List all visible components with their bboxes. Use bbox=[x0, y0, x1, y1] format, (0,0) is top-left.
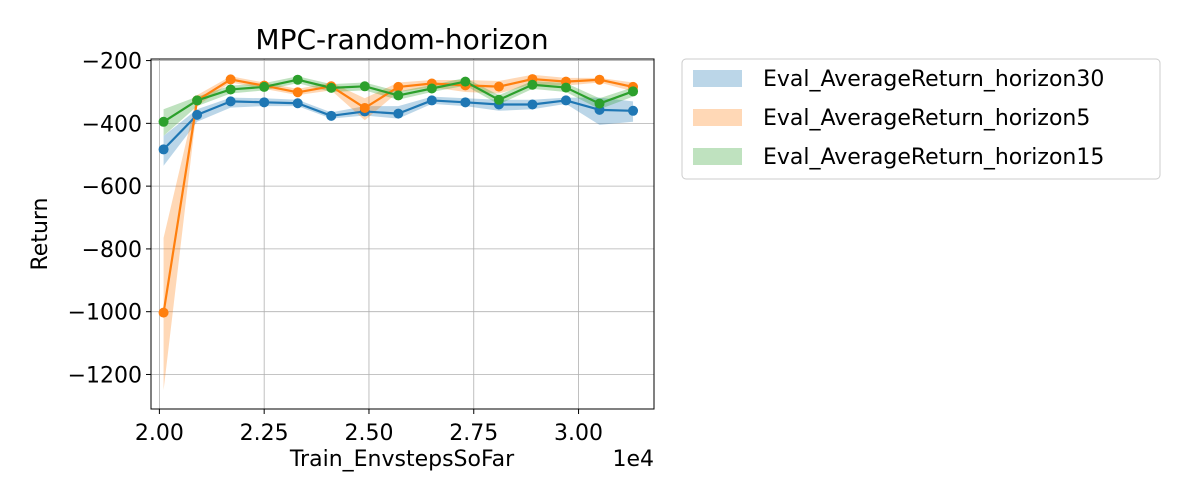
confidence-band bbox=[163, 96, 634, 166]
data-point bbox=[158, 116, 169, 127]
data-point bbox=[560, 95, 571, 106]
data-point bbox=[292, 74, 303, 85]
legend-frame bbox=[681, 58, 1161, 180]
legend-items: Eval_AverageReturn_horizon30 Eval_Average… bbox=[693, 67, 1104, 170]
x-tick-label: 2.00 bbox=[135, 421, 184, 446]
legend-label: Eval_AverageReturn_horizon30 bbox=[763, 67, 1104, 92]
legend-swatch bbox=[693, 70, 742, 87]
legend-swatch bbox=[693, 148, 742, 165]
y-tick-label: −1200 bbox=[68, 363, 142, 388]
series-points bbox=[158, 74, 639, 318]
data-point bbox=[460, 76, 471, 87]
data-point bbox=[393, 81, 404, 92]
x-axis-offset-label: 1e4 bbox=[612, 447, 654, 472]
plot-frame bbox=[150, 58, 655, 410]
confidence-bands bbox=[163, 74, 634, 391]
legend-swatch bbox=[693, 109, 742, 126]
legend: Eval_AverageReturn_horizon30 Eval_Average… bbox=[681, 58, 1161, 180]
data-point bbox=[493, 81, 504, 92]
y-axis-label: Return bbox=[28, 197, 53, 270]
data-point bbox=[426, 83, 437, 94]
data-point bbox=[359, 81, 370, 92]
data-point bbox=[158, 144, 169, 155]
data-point bbox=[628, 86, 639, 97]
data-point bbox=[594, 98, 605, 109]
y-tick-label: −800 bbox=[82, 238, 142, 263]
data-point bbox=[158, 307, 169, 318]
x-axis-ticks: 2.00 2.25 2.50 2.75 3.00 bbox=[135, 409, 603, 446]
y-tick-label: −600 bbox=[82, 175, 142, 200]
x-tick-label: 2.75 bbox=[449, 421, 498, 446]
data-point bbox=[393, 90, 404, 101]
data-point bbox=[594, 74, 605, 85]
x-tick-label: 3.00 bbox=[554, 421, 603, 446]
data-point bbox=[527, 99, 538, 110]
data-point bbox=[326, 82, 337, 93]
data-point bbox=[225, 84, 236, 95]
data-point bbox=[192, 109, 203, 120]
data-point bbox=[393, 108, 404, 119]
data-point bbox=[192, 95, 203, 106]
data-point bbox=[326, 110, 337, 121]
grid-lines bbox=[151, 59, 654, 409]
data-point bbox=[426, 95, 437, 106]
legend-label: Eval_AverageReturn_horizon15 bbox=[763, 145, 1104, 170]
data-point bbox=[560, 82, 571, 93]
x-axis-label: Train_EnvstepsSoFar bbox=[289, 447, 515, 472]
data-point bbox=[359, 102, 370, 113]
data-point bbox=[225, 96, 236, 107]
data-point bbox=[259, 97, 270, 108]
x-tick-label: 2.50 bbox=[344, 421, 393, 446]
data-point bbox=[225, 74, 236, 85]
chart-title: MPC-random-horizon bbox=[255, 23, 548, 56]
y-axis-ticks: −200 −400 −600 −800 −1000 −1200 bbox=[68, 50, 151, 388]
confidence-band bbox=[163, 74, 634, 391]
data-point bbox=[460, 97, 471, 108]
data-point bbox=[527, 79, 538, 90]
data-point bbox=[259, 81, 270, 92]
legend-label: Eval_AverageReturn_horizon5 bbox=[763, 106, 1090, 131]
x-tick-label: 2.25 bbox=[240, 421, 289, 446]
data-point bbox=[493, 94, 504, 105]
data-point bbox=[292, 87, 303, 98]
y-tick-label: −400 bbox=[82, 112, 142, 137]
data-point bbox=[292, 98, 303, 109]
y-tick-label: −200 bbox=[82, 50, 142, 75]
data-point bbox=[628, 105, 639, 116]
y-tick-label: −1000 bbox=[68, 301, 142, 326]
